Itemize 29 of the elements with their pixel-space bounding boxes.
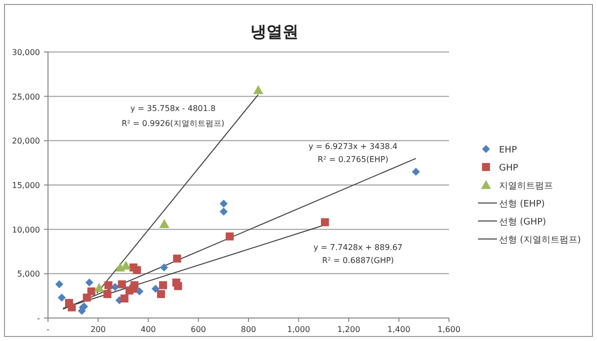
- chart-title: 냉열원: [250, 22, 298, 41]
- annotation: y = 6.9273x + 3438.4: [308, 142, 398, 151]
- legend-label: EHP: [499, 146, 518, 156]
- legend-label: 지열히트펌프: [499, 182, 553, 192]
- annotation: y = 7.7428x + 889.67: [313, 243, 403, 252]
- x-tick-label: 1,200: [337, 325, 360, 334]
- x-tick-label: 200: [90, 325, 106, 334]
- y-tick-label: 10,000: [12, 225, 40, 234]
- x-tick-label: 1,600: [438, 325, 460, 334]
- x-tick-label: -: [46, 325, 50, 334]
- y-tick-label: 30,000: [12, 48, 40, 57]
- x-tick-label: 800: [240, 325, 256, 334]
- legend-label: 선형 (지열히트펌프): [499, 236, 581, 246]
- legend-label: GHP: [499, 164, 519, 174]
- x-tick-label: 1,000: [287, 325, 310, 334]
- annotation: R² = 0.9926(지열히트펌프): [122, 119, 224, 128]
- x-tick-label: 400: [140, 325, 156, 334]
- y-tick-label: 20,000: [12, 136, 40, 146]
- annotation: R² = 0.6887(GHP): [322, 256, 394, 265]
- y-tick-label: 25,000: [12, 92, 40, 102]
- annotation: R² = 0.2765(EHP): [318, 155, 388, 164]
- x-tick-label: 1,400: [387, 325, 410, 334]
- legend-label: 선형 (GHP): [499, 218, 546, 228]
- x-tick-label: 600: [190, 325, 206, 334]
- y-tick-label: 5,000: [17, 270, 40, 279]
- legend-label: 선형 (EHP): [499, 200, 545, 210]
- y-tick-label: 15,000: [12, 181, 40, 190]
- annotation: y = 35.758x - 4801.8: [130, 104, 216, 113]
- y-tick-label: -: [37, 314, 40, 323]
